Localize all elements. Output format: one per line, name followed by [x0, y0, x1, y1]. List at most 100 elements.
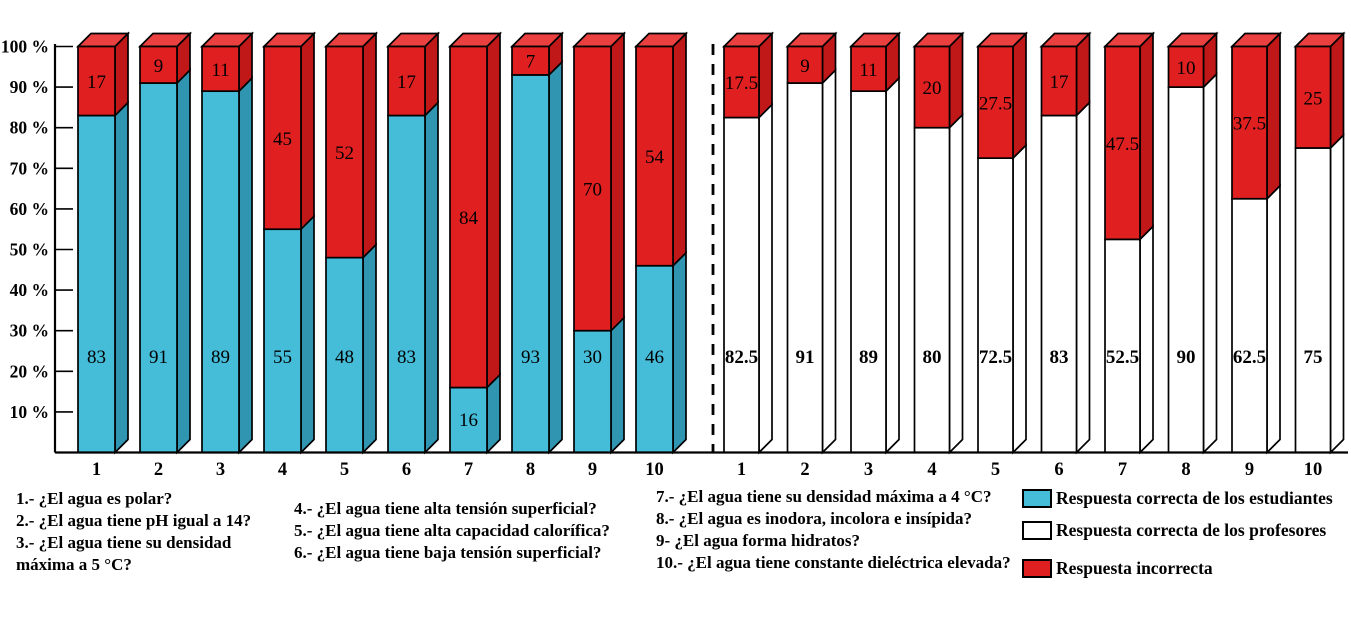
bar-estudiantes-5-incorrect-side	[362, 31, 377, 260]
value-label-incorrect: 27.5	[979, 93, 1012, 114]
category-label: 9	[588, 460, 597, 480]
bar-profesores-10-correct	[1294, 147, 1332, 454]
bar-estudiantes-10-incorrect	[635, 45, 674, 267]
bar-estudiantes-10-incorrect-side	[672, 31, 687, 268]
bar-estudiantes-6-incorrect-side	[424, 31, 439, 118]
category-label: 4	[927, 460, 936, 480]
bar-profesores-5-incorrect	[977, 45, 1014, 160]
question-item-4: 4.- ¿El agua tiene alta tensión superfic…	[294, 499, 597, 518]
legend-swatch-students-icon	[1022, 489, 1052, 508]
stacked-bar-chart: 100 % 90 % 80 % 70 % 60 % 50 % 40 % 30 % 20 % 10 …	[1, 31, 1348, 480]
value-label-incorrect: 17.5	[725, 73, 758, 94]
legend-item-students: Respuesta correcta de los estudiantes	[1022, 488, 1333, 509]
bar-profesores-1-correct	[723, 116, 760, 454]
legend-swatch-incorrect-icon	[1022, 559, 1052, 578]
bar-estudiantes-10-correct-side	[672, 250, 687, 455]
value-label-incorrect: 54	[645, 147, 665, 168]
value-label-correct: 83	[1050, 347, 1069, 368]
chart-legend: Respuesta correcta de los estudiantes Re…	[1022, 488, 1333, 590]
bar-profesores-1-incorrect-side	[758, 31, 773, 120]
questions-column-1: 1.- ¿El agua es polar? 2.- ¿El agua tien…	[16, 488, 292, 576]
y-tick-label: 80 %	[10, 118, 49, 138]
value-label-correct: 16	[459, 410, 478, 431]
category-label: 5	[340, 460, 349, 480]
category-label: 2	[154, 460, 163, 480]
bar-profesores-6-correct-side	[1075, 100, 1091, 455]
value-label-correct: 83	[397, 347, 416, 368]
value-label-correct: 52.5	[1106, 347, 1139, 368]
value-label-correct: 90	[1177, 347, 1196, 368]
bar-estudiantes-4-correct	[263, 228, 302, 454]
y-tick-label: 40 %	[10, 280, 49, 300]
bar-estudiantes-7-incorrect	[449, 45, 488, 389]
value-label-correct: 48	[335, 347, 354, 368]
category-label: 7	[1118, 460, 1127, 480]
question-item-10: 10.- ¿El agua tiene constante dieléctric…	[656, 553, 1011, 572]
legend-swatch-professors-icon	[1022, 521, 1052, 540]
bar-profesores-3-correct-side	[885, 76, 900, 455]
category-label: 9	[1245, 460, 1254, 480]
bar-profesores-2-correct	[786, 82, 824, 454]
value-label-correct: 91	[149, 347, 168, 368]
bar-estudiantes-9-incorrect	[573, 45, 612, 332]
question-item-7: 7.- ¿El agua tiene su densidad máxima a …	[656, 487, 992, 506]
value-label-correct: 93	[521, 347, 540, 368]
bar-estudiantes-6-correct-side	[424, 100, 439, 455]
bar-estudiantes-1-correct-side	[114, 100, 129, 455]
value-label-correct: 62.5	[1233, 347, 1266, 368]
value-label-incorrect: 84	[459, 208, 479, 229]
value-label-correct: 89	[211, 347, 230, 368]
category-label: 2	[800, 460, 809, 480]
value-label-incorrect: 9	[154, 56, 164, 77]
bar-profesores-7-incorrect	[1104, 45, 1141, 241]
bar-estudiantes-6-incorrect	[387, 45, 426, 117]
bar-profesores-7-incorrect-side	[1139, 31, 1154, 242]
value-label-incorrect: 7	[526, 52, 536, 73]
category-label: 1	[92, 460, 101, 480]
bar-profesores-10-incorrect	[1294, 45, 1332, 149]
value-label-incorrect: 10	[1177, 58, 1196, 79]
bar-profesores-1-correct-side	[758, 102, 773, 455]
bar-profesores-7-correct-side	[1139, 224, 1154, 455]
value-label-incorrect: 37.5	[1233, 114, 1266, 135]
bar-estudiantes-4-correct-side	[300, 214, 315, 455]
bar-profesores-9-incorrect-side	[1266, 31, 1281, 201]
bar-profesores-5-correct-side	[1012, 143, 1027, 455]
bar-estudiantes-5-incorrect	[325, 45, 364, 259]
bar-profesores-10-correct-side	[1329, 132, 1345, 455]
value-label-incorrect: 17	[397, 72, 416, 93]
value-label-correct: 55	[273, 347, 292, 368]
bar-profesores-4-incorrect	[913, 45, 951, 129]
question-item-5: 5.- ¿El agua tiene alta capacidad calorí…	[294, 521, 610, 540]
bar-profesores-10-incorrect-side	[1329, 31, 1345, 151]
bar-profesores-3-incorrect	[850, 45, 887, 93]
legend-label-incorrect: Respuesta incorrecta	[1056, 558, 1213, 578]
category-label: 10	[645, 460, 664, 480]
legend-label-professors: Respuesta correcta de los profesores	[1056, 520, 1327, 540]
value-label-incorrect: 47.5	[1106, 134, 1139, 155]
bar-estudiantes-1-correct	[77, 114, 116, 454]
value-label-correct: 30	[583, 347, 602, 368]
category-label: 1	[737, 460, 746, 480]
bar-profesores-6-incorrect-side	[1075, 31, 1091, 118]
bar-estudiantes-5-correct-side	[362, 242, 377, 455]
category-label: 5	[991, 460, 1000, 480]
category-label: 7	[464, 460, 473, 480]
bar-estudiantes-2-correct	[139, 82, 178, 454]
bar-profesores-6-incorrect	[1040, 45, 1078, 117]
value-label-correct: 80	[923, 347, 942, 368]
bar-profesores-2-correct-side	[821, 67, 837, 455]
bar-estudiantes-7-incorrect-side	[486, 31, 501, 390]
value-label-correct: 82.5	[725, 347, 758, 368]
question-item-1: 1.- ¿El agua es polar?	[16, 489, 173, 508]
bar-estudiantes-9-correct-side	[610, 315, 625, 455]
bar-profesores-5-correct	[977, 157, 1014, 454]
bar-profesores-6-correct	[1040, 114, 1078, 454]
y-tick-label: 30 %	[10, 321, 49, 341]
bar-profesores-4-correct-side	[948, 112, 964, 455]
bar-estudiantes-1-incorrect	[77, 45, 116, 117]
value-label-incorrect: 70	[583, 180, 602, 201]
question-item-8: 8.- ¿El agua es inodora, incolora e insí…	[656, 509, 972, 528]
question-item-3: 3.- ¿El agua tiene su densidad máxima a …	[16, 533, 232, 574]
